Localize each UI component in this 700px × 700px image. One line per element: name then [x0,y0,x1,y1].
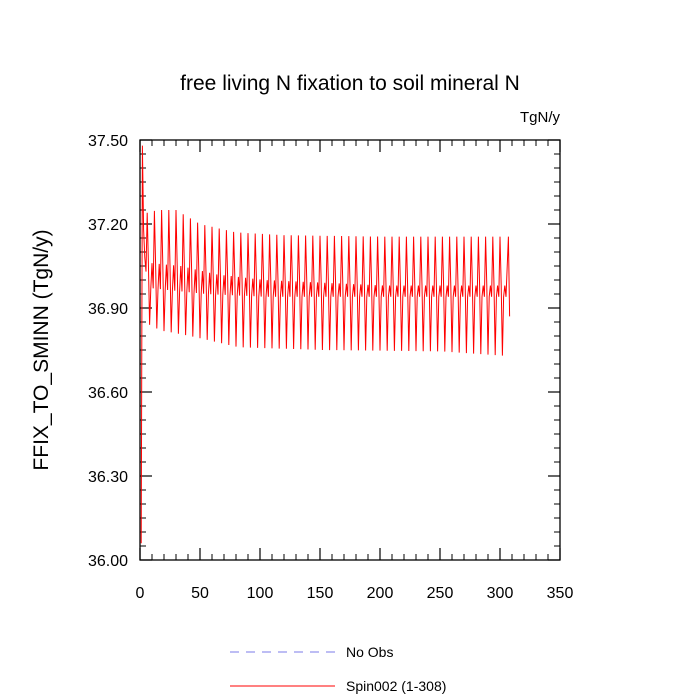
y-tick-label: 36.60 [88,385,128,402]
y-tick-label: 37.50 [88,133,128,150]
x-tick-label: 300 [487,585,514,602]
y-axis-label: FFIX_TO_SMINN (TgN/y) [30,229,53,470]
legend-label-no-obs: No Obs [346,644,393,660]
y-tick-label: 36.30 [88,469,128,486]
axis-tick-labels: 0 50 100 150 200 250 300 350 36.00 36.30 36.60 36.9… [88,133,573,602]
plot-frame [139,139,561,561]
units-label: TgN/y [520,109,561,126]
chart-title: free living N fixation to soil mineral N [180,72,520,95]
legend: No Obs Spin002 (1-308) [230,644,446,694]
legend-label-spin002: Spin002 (1-308) [346,678,446,694]
x-tick-label: 100 [247,585,274,602]
x-tick-label: 350 [547,585,574,602]
x-tick-label: 250 [427,585,454,602]
x-tick-label: 50 [191,585,209,602]
y-tick-label: 36.00 [88,553,128,570]
y-tick-label: 37.20 [88,217,128,234]
series-line-spin002 [140,145,511,544]
x-tick-label: 150 [307,585,334,602]
axis-ticks [139,139,561,561]
y-tick-label: 36.90 [88,301,128,318]
x-tick-label: 200 [367,585,394,602]
x-tick-label: 0 [136,585,145,602]
